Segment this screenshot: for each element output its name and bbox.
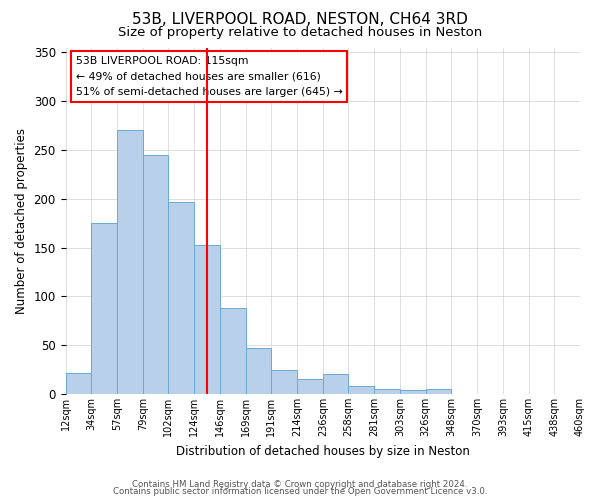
X-axis label: Distribution of detached houses by size in Neston: Distribution of detached houses by size … (176, 444, 470, 458)
Bar (271, 370, 297, 394)
Text: 53B, LIVERPOOL ROAD, NESTON, CH64 3RD: 53B, LIVERPOOL ROAD, NESTON, CH64 3RD (132, 12, 468, 28)
Bar (65, 372, 91, 394)
Bar (400, 390, 425, 394)
Text: Size of property relative to detached houses in Neston: Size of property relative to detached ho… (118, 26, 482, 39)
Bar (220, 308, 245, 394)
Bar (91, 223, 117, 394)
Bar (143, 155, 169, 394)
Bar (117, 130, 143, 394)
Bar (349, 386, 374, 394)
Y-axis label: Number of detached properties: Number of detached properties (15, 128, 28, 314)
Bar (245, 348, 271, 394)
Bar (194, 244, 220, 394)
Bar (297, 380, 323, 394)
Bar (425, 389, 451, 394)
Text: Contains public sector information licensed under the Open Government Licence v3: Contains public sector information licen… (113, 488, 487, 496)
Text: Contains HM Land Registry data © Crown copyright and database right 2024.: Contains HM Land Registry data © Crown c… (132, 480, 468, 489)
Bar (169, 202, 194, 394)
Text: 53B LIVERPOOL ROAD: 115sqm
← 49% of detached houses are smaller (616)
51% of sem: 53B LIVERPOOL ROAD: 115sqm ← 49% of deta… (76, 56, 343, 98)
Bar (374, 389, 400, 394)
Bar (323, 374, 349, 394)
